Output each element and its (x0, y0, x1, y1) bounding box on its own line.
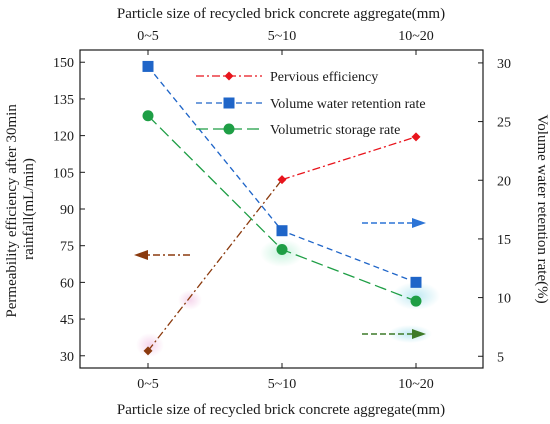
left-tick-label: 60 (60, 276, 74, 291)
left-axis-ticks: 30 45 60 75 90 105 120 135 150 (53, 56, 85, 365)
x-tick-label-bottom: 10~20 (398, 377, 434, 392)
right-arrow-head (412, 218, 426, 228)
series-layer (142, 60, 422, 356)
volumetric-storage-rate-line (147, 115, 417, 302)
pervious-efficiency-point (411, 132, 421, 142)
x-tick-label-top: 0~5 (137, 29, 159, 44)
legend-label-pervious-efficiency: Pervious efficiency (270, 70, 378, 85)
volume-water-retention-rate-point (410, 276, 422, 288)
legend-marker-pervious-efficiency (224, 71, 234, 81)
x-tick-label-top: 5~10 (268, 29, 297, 44)
volume-water-retention-rate-point (142, 60, 154, 72)
right-tick-label: 25 (497, 116, 511, 131)
left-tick-label: 45 (60, 313, 74, 328)
x-axis-ticks: 0~5 0~5 5~10 5~10 10~20 10~20 (137, 29, 434, 392)
legend-marker-volume-water-retention-rate (223, 97, 235, 109)
x-axis-title-top: Particle size of recycled brick concrete… (117, 6, 445, 22)
pervious-efficiency-line-segment (281, 136, 417, 181)
volumetric-storage-rate-point (276, 243, 288, 255)
pervious-efficiency-line-segment (147, 179, 283, 352)
volumetric-storage-rate-point (142, 110, 154, 122)
legend-label-volumetric-storage-rate: Volumetric storage rate (270, 123, 400, 138)
legend-marker-volumetric-storage-rate (223, 123, 235, 135)
x-tick-label-bottom: 5~10 (268, 377, 297, 392)
left-tick-label: 30 (60, 350, 74, 365)
annotation-arrows (134, 218, 426, 339)
left-tick-label: 150 (53, 56, 74, 71)
left-tick-label: 135 (53, 93, 74, 108)
legend-label-volume-water-retention-rate: Volume water retention rate (270, 97, 426, 112)
y-axis-title-left: Permeability efficiency after 30min rain… (4, 100, 37, 317)
y-axis-title-left-line2: rainfall(mL/min) (21, 158, 37, 260)
x-tick-label-top: 10~20 (398, 29, 434, 44)
pervious-efficiency-point (143, 346, 153, 356)
pervious-efficiency-point (277, 175, 287, 185)
volumetric-storage-rate-point (410, 295, 422, 307)
marker-highlights (136, 239, 440, 357)
left-tick-label: 105 (53, 166, 74, 181)
left-arrow-head (134, 250, 148, 260)
x-axis-title-bottom: Particle size of recycled brick concrete… (117, 402, 445, 418)
right-tick-label: 10 (497, 292, 511, 307)
volume-water-retention-rate-point (276, 225, 288, 237)
right-tick-label: 5 (497, 350, 504, 365)
right-tick-label: 30 (497, 57, 511, 72)
x-tick-label-bottom: 0~5 (137, 377, 159, 392)
left-tick-label: 90 (60, 203, 74, 218)
right-tick-label: 15 (497, 233, 511, 248)
y-axis-title-left-line1: Permeability efficiency after 30min (4, 104, 20, 318)
y-axis-title-right: Volume water retention rate(%) (534, 114, 550, 303)
left-tick-label: 75 (60, 240, 74, 255)
right-axis-ticks: 5 10 15 20 25 30 (478, 57, 511, 365)
right-arrow-head (412, 329, 426, 339)
left-tick-label: 120 (53, 130, 74, 145)
legend: Pervious efficiency Volume water retentio… (196, 70, 426, 138)
right-tick-label: 20 (497, 174, 511, 189)
